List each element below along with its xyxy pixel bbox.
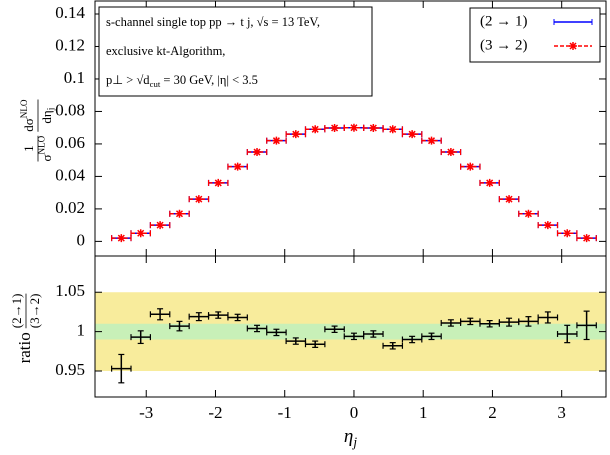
x-tick-label: -1	[278, 403, 292, 422]
y-label-fraction: (2→1) (3→2)	[9, 293, 42, 329]
legend-box	[469, 7, 601, 63]
x-tick-label: 2	[488, 403, 497, 422]
annotation-line-part: = 30 GeV, |η| < 3.5	[160, 73, 258, 87]
y-tick-label: 1.05	[55, 281, 85, 300]
x-tick-label: 3	[557, 403, 566, 422]
marker	[505, 195, 514, 204]
fraction-numerator: (2→1)	[9, 294, 24, 329]
marker	[388, 125, 397, 134]
marker	[446, 148, 455, 157]
marker	[136, 229, 145, 238]
y-axis-label: ratio (2→1) (3→2)	[9, 293, 42, 363]
marker	[291, 130, 300, 139]
x-axis-label-part: η	[344, 426, 353, 447]
annotation-line: s-channel single top pp → t j, √s = 13 T…	[106, 15, 320, 29]
marker	[427, 136, 436, 145]
fraction-denominator: dηj	[39, 108, 56, 124]
marker	[156, 221, 165, 230]
annotation-line-part: s-channel single top pp → t j, √s = 13 T…	[106, 15, 320, 29]
fraction-denominator: σNLO	[37, 135, 54, 161]
marker	[253, 148, 262, 157]
y-tick-label: 0	[77, 230, 86, 249]
fraction-numerator-part: (2→1)	[9, 294, 24, 329]
y-tick-label: 0.95	[55, 360, 85, 379]
y-label-fractions: (2→1) (3→2)	[9, 293, 42, 329]
marker	[117, 234, 126, 243]
y-tick-label: 0.12	[55, 35, 85, 54]
marker	[194, 195, 203, 204]
x-tick-label: 1	[419, 403, 428, 422]
marker	[233, 162, 242, 171]
fraction-numerator-part: 1	[21, 145, 36, 152]
annotation-line: p⊥ > √dcut = 30 GeV, |η| < 3.5	[106, 73, 258, 89]
y-tick-label: 0.08	[55, 100, 85, 119]
marker	[466, 162, 475, 171]
marker	[563, 229, 572, 238]
marker	[175, 209, 184, 218]
marker	[543, 221, 552, 230]
legend-label: (3 → 2)	[480, 37, 528, 53]
marker	[349, 123, 358, 132]
x-axis-label-part: j	[351, 435, 357, 450]
legend-label: (2 → 1)	[480, 13, 528, 29]
fraction-numerator-part: dσ	[21, 118, 36, 132]
x-tick-label: -2	[208, 403, 222, 422]
fraction-denominator-part: dη	[39, 110, 54, 124]
y-label-fraction: dσNLO dηj	[19, 99, 56, 132]
fraction-denominator-part: j	[46, 108, 56, 112]
band	[95, 323, 606, 340]
marker	[369, 124, 378, 133]
y-tick-label: 0.14	[55, 3, 85, 22]
marker	[485, 178, 494, 187]
fraction-numerator: 1	[21, 145, 36, 152]
marker	[582, 234, 591, 243]
fraction-numerator: dσNLO	[19, 99, 36, 132]
x-tick-label: -3	[139, 403, 153, 422]
annotation-box	[98, 6, 373, 97]
y-tick-label: 0.04	[55, 165, 85, 184]
plot-frame	[94, 255, 607, 398]
y-tick-label: 0.06	[55, 133, 85, 152]
marker	[214, 178, 223, 187]
fraction-numerator-part: NLO	[19, 99, 29, 118]
x-axis-label: ηj	[344, 426, 357, 449]
annotation-line-part: exclusive kt-Algorithm,	[106, 44, 225, 58]
annotation-line-part: cut	[150, 79, 161, 89]
y-tick-label: 0.1	[64, 68, 85, 87]
fraction-denominator-part: σ	[39, 154, 54, 161]
x-tick-label: 0	[350, 403, 359, 422]
marker	[272, 136, 281, 145]
fraction-denominator: (3→2)	[27, 294, 42, 329]
marker	[524, 209, 533, 218]
annotation-line: exclusive kt-Algorithm,	[106, 44, 225, 58]
legend-marker	[569, 42, 577, 50]
marker	[330, 124, 339, 133]
marker	[408, 130, 417, 139]
fraction-denominator-part: NLO	[37, 135, 47, 154]
marker	[311, 125, 320, 134]
fraction-denominator-part: (3→2)	[27, 294, 42, 329]
y-tick-label: 1	[77, 321, 86, 340]
y-tick-label: 0.02	[55, 198, 85, 217]
y-label-prefix: ratio	[15, 332, 34, 363]
annotation-line-part: p⊥ > √d	[106, 73, 150, 87]
